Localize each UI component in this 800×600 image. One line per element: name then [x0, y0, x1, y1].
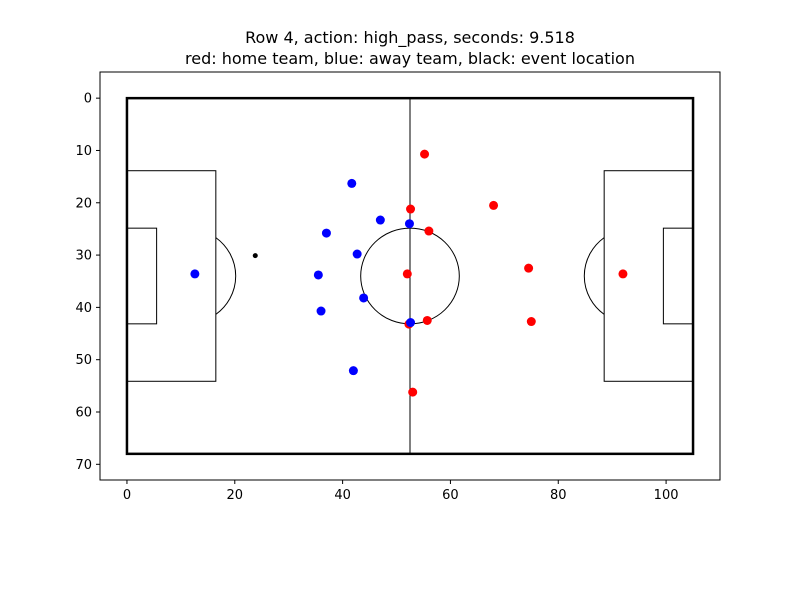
right-penalty-box: [603, 170, 694, 382]
away-player-point: [375, 215, 385, 225]
y-axis-ticks: 0 10 20 30 40 50 60 70: [75, 92, 100, 473]
x-tick-label: 0: [123, 488, 131, 503]
event-location-point: [252, 253, 258, 259]
home-player-point: [524, 263, 534, 273]
away-player-point: [359, 293, 369, 303]
y-tick-label: 30: [75, 249, 92, 264]
plot-area-frame: [99, 71, 721, 481]
home-player-point: [408, 387, 418, 397]
x-axis-ticks: 0 20 40 60 80 100: [123, 480, 679, 503]
left-penalty-box: [126, 170, 217, 382]
home-player-point: [420, 149, 430, 159]
x-tick-label: 80: [550, 488, 567, 503]
chart-title-line1: Row 4, action: high_pass, seconds: 9.518: [245, 28, 575, 48]
home-player-point: [406, 204, 416, 214]
pitch-outline: [125, 96, 695, 456]
home-player-point: [422, 315, 432, 325]
home-player-point: [402, 269, 412, 279]
chart-title-line2: red: home team, blue: away team, black: …: [185, 49, 635, 68]
y-tick-label: 40: [75, 301, 92, 316]
x-tick-label: 40: [334, 488, 351, 503]
away-player-point: [347, 178, 357, 188]
home-player-point: [618, 269, 628, 279]
left-goal-area: [126, 227, 158, 325]
away-player-point: [352, 249, 362, 259]
left-penalty-arc: [215, 237, 237, 315]
away-player-point: [348, 366, 358, 376]
right-penalty-arc: [583, 237, 605, 315]
away-player-point: [190, 269, 200, 279]
x-tick-label: 20: [227, 488, 244, 503]
away-player-point: [406, 318, 416, 328]
x-tick-label: 60: [442, 488, 459, 503]
away-player-point: [321, 228, 331, 238]
y-tick-label: 70: [75, 458, 92, 473]
y-tick-label: 50: [75, 353, 92, 368]
player-markers: [190, 149, 628, 397]
home-player-point: [489, 200, 499, 210]
home-player-point: [424, 226, 434, 236]
home-player-point: [526, 317, 536, 327]
away-player-point: [404, 219, 414, 229]
y-tick-label: 20: [75, 196, 92, 211]
away-player-point: [313, 270, 323, 280]
away-player-point: [316, 306, 326, 316]
right-goal-area: [662, 227, 694, 325]
y-tick-label: 10: [75, 144, 92, 159]
y-tick-label: 60: [75, 406, 92, 421]
y-tick-label: 0: [84, 92, 92, 107]
x-tick-label: 100: [654, 488, 679, 503]
